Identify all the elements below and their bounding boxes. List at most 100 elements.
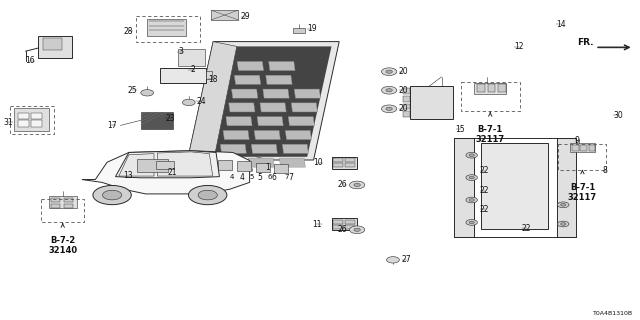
Bar bbox=[345, 158, 355, 162]
Text: B-7-1
32117: B-7-1 32117 bbox=[568, 183, 597, 203]
Polygon shape bbox=[157, 152, 212, 176]
Bar bbox=[410, 86, 453, 119]
Text: 29: 29 bbox=[241, 12, 250, 21]
Circle shape bbox=[102, 190, 122, 200]
Text: 14: 14 bbox=[556, 20, 566, 29]
Polygon shape bbox=[260, 103, 286, 112]
Circle shape bbox=[198, 190, 218, 200]
Polygon shape bbox=[237, 61, 264, 70]
Bar bbox=[454, 138, 474, 237]
Bar bbox=[403, 111, 410, 117]
Circle shape bbox=[349, 181, 365, 189]
Circle shape bbox=[387, 257, 399, 263]
Text: FR.: FR. bbox=[577, 38, 594, 47]
Bar bbox=[43, 38, 62, 50]
Polygon shape bbox=[115, 151, 220, 178]
Polygon shape bbox=[254, 131, 280, 140]
Bar bbox=[332, 218, 357, 230]
Text: 19: 19 bbox=[307, 24, 317, 33]
Bar bbox=[345, 220, 355, 224]
Circle shape bbox=[469, 176, 474, 179]
Text: 22: 22 bbox=[480, 186, 490, 195]
Bar bbox=[178, 49, 205, 66]
Circle shape bbox=[386, 107, 392, 110]
Text: B-7-2
32140: B-7-2 32140 bbox=[48, 236, 77, 255]
Text: 25: 25 bbox=[127, 86, 137, 95]
Bar bbox=[403, 88, 410, 94]
Circle shape bbox=[189, 186, 227, 205]
Circle shape bbox=[386, 70, 392, 73]
Polygon shape bbox=[220, 144, 246, 153]
Bar bbox=[488, 84, 495, 92]
Circle shape bbox=[141, 90, 154, 96]
Text: 4: 4 bbox=[230, 174, 234, 180]
Polygon shape bbox=[234, 75, 260, 84]
Polygon shape bbox=[119, 154, 154, 176]
Text: 5: 5 bbox=[250, 174, 253, 180]
Text: 4: 4 bbox=[239, 173, 244, 182]
Text: 22: 22 bbox=[480, 166, 490, 175]
Bar bbox=[589, 145, 595, 151]
Circle shape bbox=[561, 223, 566, 225]
Text: 3: 3 bbox=[179, 47, 184, 56]
Bar bbox=[64, 198, 73, 202]
Circle shape bbox=[469, 199, 474, 201]
Bar bbox=[580, 145, 587, 151]
Polygon shape bbox=[282, 144, 308, 153]
Polygon shape bbox=[214, 46, 332, 157]
Polygon shape bbox=[223, 131, 249, 140]
Polygon shape bbox=[263, 89, 289, 98]
Circle shape bbox=[469, 154, 474, 156]
Bar bbox=[64, 204, 73, 208]
Text: 30: 30 bbox=[613, 111, 623, 120]
Circle shape bbox=[557, 221, 569, 227]
Bar bbox=[559, 144, 607, 170]
Text: 6: 6 bbox=[271, 173, 276, 182]
Circle shape bbox=[381, 68, 397, 76]
Polygon shape bbox=[266, 75, 292, 84]
Polygon shape bbox=[248, 158, 275, 167]
Circle shape bbox=[466, 220, 477, 225]
Bar bbox=[49, 196, 77, 208]
Bar bbox=[481, 143, 548, 229]
Polygon shape bbox=[291, 103, 317, 112]
Text: 7: 7 bbox=[284, 174, 289, 180]
Text: 26: 26 bbox=[337, 180, 347, 189]
Polygon shape bbox=[226, 117, 252, 126]
Circle shape bbox=[466, 175, 477, 180]
Circle shape bbox=[466, 197, 477, 203]
Circle shape bbox=[466, 152, 477, 158]
Text: 18: 18 bbox=[208, 75, 218, 84]
Bar bbox=[211, 10, 238, 20]
Text: 10: 10 bbox=[314, 158, 323, 167]
Text: 21: 21 bbox=[168, 168, 177, 177]
Text: 31: 31 bbox=[3, 118, 13, 127]
Text: 24: 24 bbox=[196, 97, 206, 106]
Text: 20: 20 bbox=[399, 104, 408, 113]
Text: 9: 9 bbox=[575, 136, 580, 145]
Bar bbox=[403, 104, 410, 109]
Bar bbox=[18, 113, 29, 119]
Bar bbox=[51, 204, 60, 208]
Bar bbox=[156, 161, 173, 170]
Text: 20: 20 bbox=[399, 86, 408, 95]
Text: 22: 22 bbox=[480, 205, 490, 214]
Bar bbox=[333, 163, 343, 167]
Bar bbox=[474, 83, 506, 94]
Bar bbox=[498, 84, 506, 92]
Polygon shape bbox=[257, 117, 284, 126]
Bar bbox=[38, 36, 72, 58]
Circle shape bbox=[152, 169, 165, 175]
Text: 11: 11 bbox=[312, 220, 322, 229]
Bar bbox=[557, 138, 576, 237]
Text: 13: 13 bbox=[123, 171, 132, 180]
Polygon shape bbox=[82, 151, 250, 194]
Bar bbox=[160, 68, 206, 83]
Bar bbox=[108, 170, 120, 177]
Polygon shape bbox=[274, 164, 288, 173]
Polygon shape bbox=[252, 144, 277, 153]
Bar bbox=[345, 225, 355, 229]
Text: 26: 26 bbox=[337, 225, 347, 234]
Polygon shape bbox=[256, 163, 270, 172]
Bar bbox=[141, 112, 173, 129]
